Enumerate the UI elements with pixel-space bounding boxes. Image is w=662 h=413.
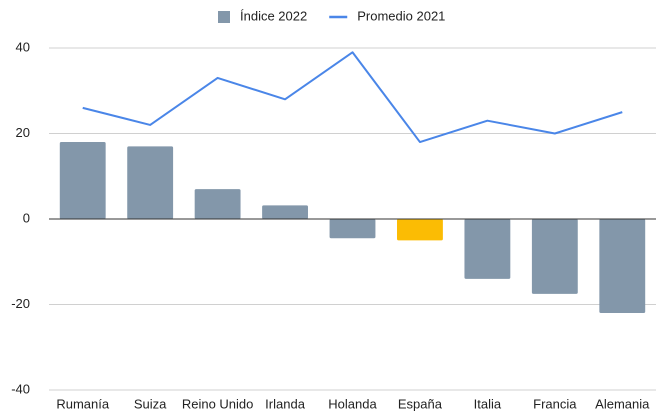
x-tick-label: Italia (474, 396, 502, 411)
bar (397, 219, 443, 241)
x-tick-label: Rumanía (56, 396, 110, 411)
legend-swatch (218, 11, 230, 23)
x-tick-label: Suiza (134, 396, 167, 411)
bar (464, 219, 511, 279)
x-tick-label: Reino Unido (182, 396, 254, 411)
bar (262, 205, 308, 219)
bar (194, 189, 241, 219)
bar (59, 142, 106, 219)
legend-label: Promedio 2021 (357, 8, 445, 23)
y-tick-label: 0 (23, 210, 30, 225)
y-tick-label: -20 (11, 296, 30, 311)
x-tick-label: Holanda (328, 396, 377, 411)
x-tick-label: Alemania (595, 396, 650, 411)
bar (531, 219, 578, 294)
bar (329, 219, 376, 239)
legend-label: Índice 2022 (240, 8, 307, 23)
line (82, 51, 623, 144)
x-tick-label: Francia (533, 396, 577, 411)
bar (599, 219, 646, 314)
bar (127, 146, 174, 219)
x-tick-label: España (398, 396, 443, 411)
x-tick-label: Irlanda (265, 396, 306, 411)
y-tick-label: 20 (16, 125, 30, 140)
y-tick-label: 40 (16, 39, 30, 54)
y-tick-label: -40 (11, 381, 30, 396)
